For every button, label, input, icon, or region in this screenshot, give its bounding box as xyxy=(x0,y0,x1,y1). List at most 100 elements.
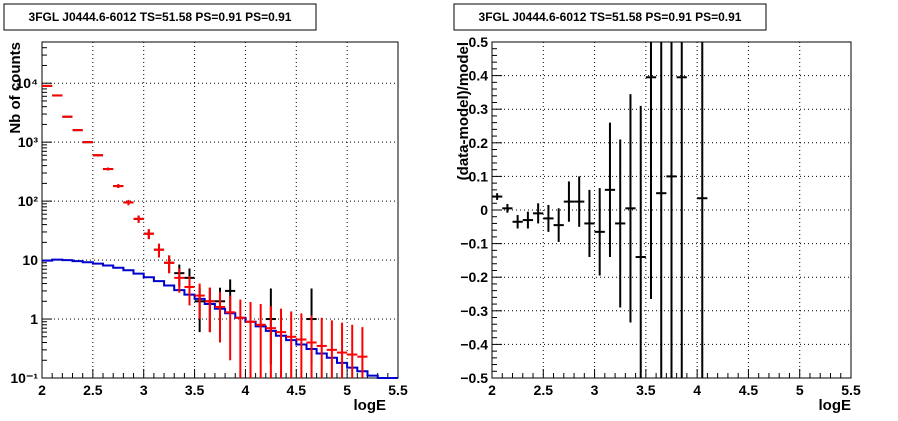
residual-point xyxy=(645,42,657,300)
spectrum-model-sum-point xyxy=(225,295,236,361)
spectrum-model-sum-point xyxy=(275,308,287,378)
residual-point xyxy=(594,188,605,276)
spectrum-x-tick-label: 4 xyxy=(242,382,250,398)
spectrum-model-step-line xyxy=(42,258,398,379)
residual-y-tick-label: −0.2 xyxy=(460,269,488,285)
residual-point xyxy=(584,189,595,258)
spectrum-model-sum-point xyxy=(42,84,53,87)
residual-point xyxy=(666,42,677,378)
residual-point xyxy=(676,42,687,378)
residual-point xyxy=(635,105,646,378)
residual-x-axis-title: logE xyxy=(819,397,852,414)
residual-axis-ticks: 2 2.5 3 3.5 4 4.5 5 5.5 −0.5 −0.4 −0.3 −0.2 −0.1 0 0.1… xyxy=(460,34,861,398)
spectrum-x-tick-label: 5.5 xyxy=(388,382,408,398)
spectrum-model-sum-point xyxy=(336,322,348,378)
spectrum-model-sum-point xyxy=(296,313,307,378)
spectrum-model-sum-point xyxy=(326,320,337,378)
spectrum-model-sum-point xyxy=(316,317,327,378)
residual-point xyxy=(533,203,544,224)
spectrum-y-tick-label: 10³ xyxy=(18,134,39,150)
spectrum-panel: 3FGL J0444.6-6012 TS=51.58 PS=0.91 PS=0.… xyxy=(3,3,408,414)
spectrum-y-tick-label: 10 xyxy=(22,252,38,268)
residual-point xyxy=(615,139,626,308)
spectrum-model-sum-point xyxy=(174,268,185,293)
spectrum-model-sum-point xyxy=(265,306,276,378)
spectrum-y-axis-title: Nb of counts xyxy=(7,42,24,134)
spectrum-model-sum-point xyxy=(164,255,175,274)
spectrum-model-sum-series xyxy=(42,84,368,378)
spectrum-model-sum-point xyxy=(184,276,195,306)
spectrum-model-sum-point xyxy=(255,303,266,378)
spectrum-model-sum-point xyxy=(123,199,134,206)
residual-y-tick-label: −0.4 xyxy=(460,336,488,352)
residual-point xyxy=(563,181,575,222)
spectrum-x-tick-label: 2 xyxy=(38,382,46,398)
spectrum-x-axis-title: logE xyxy=(354,397,387,414)
residual-title-box xyxy=(453,3,767,31)
spectrum-model-sum-point xyxy=(92,154,104,157)
spectrum-model-sum-point xyxy=(347,324,358,378)
residual-x-tick-label: 4 xyxy=(693,382,701,398)
residual-point xyxy=(553,208,564,242)
spectrum-model-sum-point xyxy=(235,299,246,378)
spectrum-model-sum-point xyxy=(113,184,124,188)
residual-y-tick-label: 0.1 xyxy=(469,168,489,184)
spectrum-model-sum-point xyxy=(82,141,93,144)
residual-x-tick-label: 5.5 xyxy=(841,382,861,398)
spectrum-model-sum-point xyxy=(103,167,114,171)
spectrum-model-sum-point xyxy=(52,94,63,97)
residual-x-tick-label: 2 xyxy=(488,382,496,398)
residual-y-tick-label: 0.2 xyxy=(469,135,489,151)
spectrum-y-tick-label: 10⁴ xyxy=(16,75,39,91)
spectrum-x-tick-label: 5 xyxy=(343,382,351,398)
spectrum-model-sum-point xyxy=(133,215,144,223)
residual-point xyxy=(502,203,513,213)
spectrum-x-tick-label: 3.5 xyxy=(185,382,205,398)
spectrum-model-sum-point xyxy=(153,243,165,258)
residual-data-series xyxy=(492,42,708,378)
spectrum-y-tick-label: 1 xyxy=(30,311,38,327)
residual-x-tick-label: 3.5 xyxy=(636,382,656,398)
residual-point xyxy=(574,176,585,227)
spectrum-model-sum-point xyxy=(306,315,317,378)
spectrum-model-sum-point xyxy=(143,229,154,240)
residual-x-tick-label: 4.5 xyxy=(739,382,759,398)
spectrum-x-tick-label: 3 xyxy=(140,382,148,398)
residual-x-tick-label: 2.5 xyxy=(534,382,554,398)
residual-x-tick-label: 3 xyxy=(591,382,599,398)
spectrum-model-sum-point xyxy=(357,327,368,378)
residual-y-tick-label: −0.3 xyxy=(460,303,488,319)
residual-x-tick-label: 5 xyxy=(796,382,804,398)
residual-point xyxy=(604,122,616,258)
residual-panel: 3FGL J0444.6-6012 TS=51.58 PS=0.91 PS=0.… xyxy=(453,3,861,414)
spectrum-y-tick-label: 10⁻¹ xyxy=(10,370,38,386)
spectrum-model-sum-point xyxy=(62,115,73,118)
spectrum-x-tick-label: 2.5 xyxy=(83,382,103,398)
spectrum-model-sum-point xyxy=(72,129,83,132)
spectrum-title: 3FGL J0444.6-6012 TS=51.58 PS=0.91 PS=0.… xyxy=(29,10,292,24)
residual-y-tick-label: −0.5 xyxy=(460,370,488,386)
spectrum-model-sum-point xyxy=(286,311,297,378)
spectrum-model-sum-point xyxy=(194,283,205,320)
residual-point xyxy=(697,42,708,378)
residual-point xyxy=(543,204,554,232)
spectrum-title-box xyxy=(3,3,317,31)
residual-y-tick-label: 0.5 xyxy=(469,34,489,50)
spectrum-y-tick-label: 10² xyxy=(18,193,39,209)
residual-y-tick-label: 0.3 xyxy=(469,101,489,117)
residual-grid xyxy=(492,42,851,378)
spectrum-model-sum-point xyxy=(214,291,226,343)
residual-y-tick-label: 0.4 xyxy=(469,68,489,84)
residual-point xyxy=(656,42,667,378)
spectrum-model-sum-point xyxy=(204,287,215,333)
residual-title: 3FGL J0444.6-6012 TS=51.58 PS=0.91 PS=0.… xyxy=(479,10,742,24)
spectrum-axis-ticks: 2 2.5 3 3.5 4 4.5 5 5.5 10⁻¹ 1 10 10² 10³ 10⁴ xyxy=(10,41,408,398)
residual-point xyxy=(522,211,534,229)
residual-point xyxy=(625,94,636,323)
spectrum-x-tick-label: 4.5 xyxy=(287,382,307,398)
residual-y-tick-label: 0 xyxy=(480,202,488,218)
residual-point xyxy=(512,215,523,229)
residual-y-axis-title: (data-model)/model xyxy=(455,42,472,180)
residual-point xyxy=(492,193,503,200)
